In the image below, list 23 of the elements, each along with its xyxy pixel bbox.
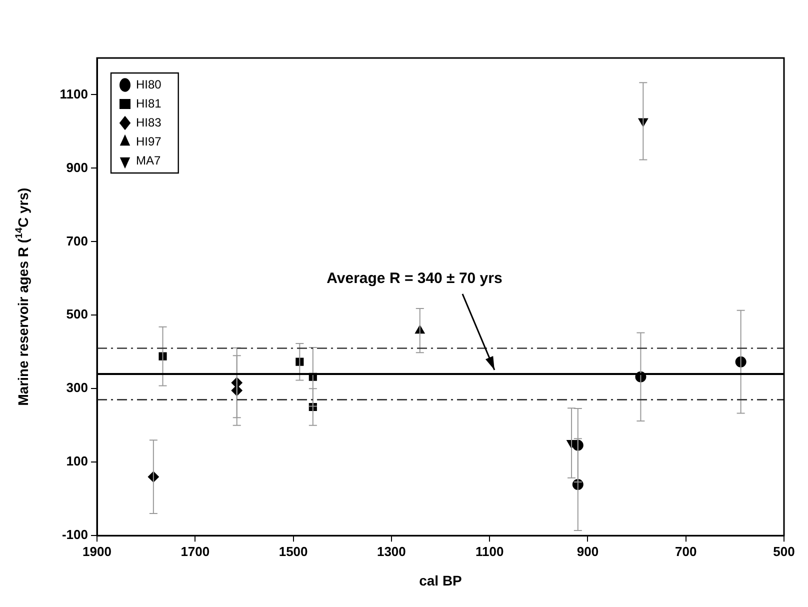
y-axis-title: Marine reservoir ages R (14C yrs)	[14, 188, 31, 406]
x-tick-label: 900	[576, 544, 599, 559]
x-tick-label: 500	[773, 544, 795, 559]
annotation: Average R = 340 ± 70 yrs	[326, 270, 502, 288]
legend-label: MA7	[136, 153, 162, 168]
x-tick-label: 1500	[278, 544, 308, 559]
x-tick-label: 1900	[82, 544, 112, 559]
y-tick-label: -100	[62, 527, 88, 542]
legend-label: HI97	[136, 134, 162, 148]
y-tick-label: 900	[66, 160, 88, 175]
y-tick-label: 1100	[60, 86, 88, 102]
x-tick-label: 1300	[376, 544, 406, 559]
y-tick-label: 700	[66, 233, 88, 248]
y-tick-label: 300	[66, 380, 88, 396]
x-axis-title: cal BP	[419, 572, 462, 588]
legend-label: HI83	[136, 115, 162, 130]
x-tick-label: 1700	[180, 544, 210, 559]
legend-label: HI80	[136, 77, 162, 92]
x-tick-label: 1100	[475, 544, 504, 559]
x-tick-label: 700	[675, 544, 697, 559]
y-tick-label: 100	[66, 454, 88, 469]
legend-label: HI81	[136, 96, 162, 110]
y-tick-label: 500	[66, 306, 88, 322]
